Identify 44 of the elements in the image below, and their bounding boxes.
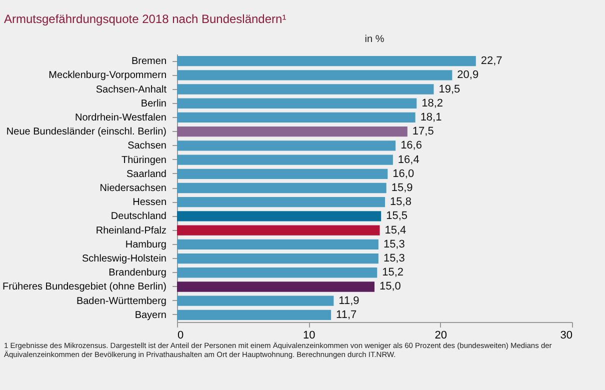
y-tick-label: Mecklenburg-Vorpommern bbox=[48, 70, 166, 82]
y-tick-label: Berlin bbox=[140, 98, 166, 110]
chart-title: Armutsgefährdungsquote 2018 nach Bundesländern¹ bbox=[0, 0, 605, 34]
y-tick-label: Deutschland bbox=[110, 211, 166, 222]
y-tick-label: Früheres Bundesgebiet (ohne Berlin) bbox=[2, 282, 166, 293]
y-tick-label: Rheinland-Pfalz bbox=[96, 225, 166, 236]
y-tick-label: Bayern bbox=[134, 310, 166, 321]
y-tick-label: Sachsen-Anhalt bbox=[96, 84, 167, 96]
data-label: 11,9 bbox=[338, 294, 360, 307]
y-tick-label: Niedersachsen bbox=[100, 183, 166, 194]
data-label: 15,4 bbox=[384, 224, 406, 236]
data-label: 15,9 bbox=[391, 182, 413, 194]
y-tick-label: Neue Bundesländer (einschl. Berlin) bbox=[6, 126, 166, 138]
x-tick-label: 0 bbox=[178, 330, 184, 342]
chart-subtitle: in % bbox=[364, 34, 384, 45]
y-tick-label: Nordrhein-Westfalen bbox=[74, 112, 166, 124]
data-label: 22,7 bbox=[480, 55, 502, 68]
y-tick-label: Hamburg bbox=[125, 239, 166, 250]
y-tick-label: Bremen bbox=[131, 56, 166, 68]
y-tick-label: Thüringen bbox=[121, 154, 166, 166]
data-label: 19,5 bbox=[438, 83, 460, 96]
data-label: 15,3 bbox=[383, 252, 405, 265]
data-label: 15,5 bbox=[386, 210, 408, 222]
data-label: 16,6 bbox=[400, 140, 422, 152]
data-label: 17,5 bbox=[412, 126, 434, 138]
y-tick-label: Saarland bbox=[126, 168, 166, 180]
data-label: 18,2 bbox=[422, 97, 444, 110]
x-tick-label: 10 bbox=[303, 330, 316, 342]
data-label: 15,3 bbox=[383, 238, 405, 250]
x-tick-label: 20 bbox=[434, 330, 447, 342]
data-label: 20,9 bbox=[457, 69, 479, 82]
data-label: 18,1 bbox=[420, 111, 442, 124]
data-label: 16,4 bbox=[398, 154, 420, 166]
y-tick-label: Hessen bbox=[132, 197, 166, 208]
y-tick-label: Brandenburg bbox=[108, 268, 166, 279]
y-tick-label: Sachsen bbox=[128, 140, 166, 152]
y-tick-label: Baden-Württemberg bbox=[76, 296, 166, 307]
data-label: 15,2 bbox=[382, 266, 404, 279]
data-label: 11,7 bbox=[336, 308, 357, 321]
y-tick-label: Schleswig-Holstein bbox=[82, 254, 166, 265]
data-label: 16,0 bbox=[392, 168, 414, 180]
data-label: 15,8 bbox=[390, 196, 412, 208]
x-tick-label: 30 bbox=[560, 330, 572, 342]
data-label: 15,0 bbox=[380, 280, 401, 293]
